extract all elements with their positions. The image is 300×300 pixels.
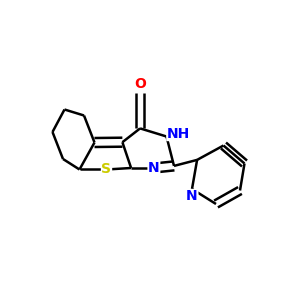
Text: NH: NH	[167, 127, 190, 140]
Text: N: N	[148, 161, 160, 175]
Text: O: O	[134, 77, 146, 91]
Text: S: S	[101, 163, 112, 176]
Text: N: N	[186, 190, 198, 203]
